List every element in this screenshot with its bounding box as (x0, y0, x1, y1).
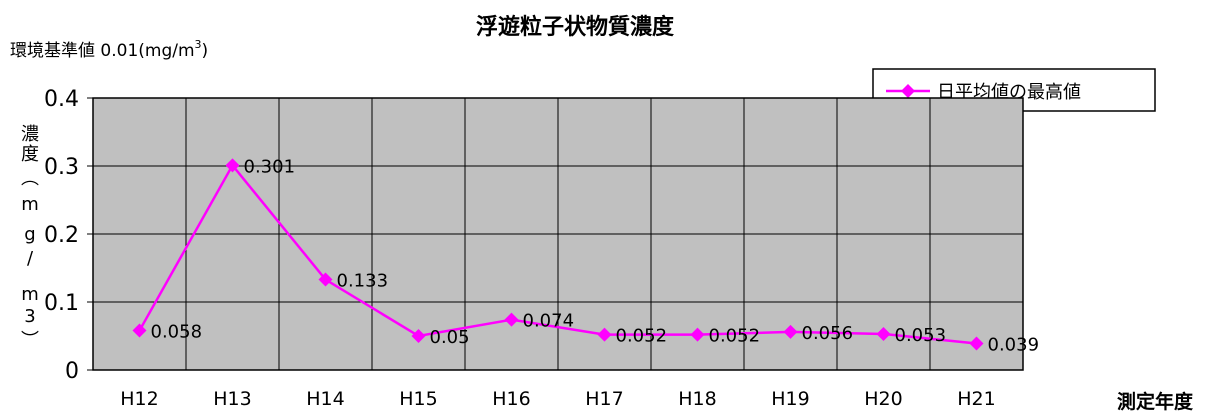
y-label-char: ︶ (21, 330, 39, 351)
y-tick-label: 0.1 (44, 291, 79, 316)
y-label-char: 3 (24, 306, 35, 327)
environmental-standard-label: 環境基準値 0.01(mg/m3) (10, 38, 208, 61)
y-tick-label: 0.2 (44, 223, 79, 248)
standard-superscript: 3 (195, 38, 202, 51)
y-tick-label: 0.3 (44, 155, 79, 180)
x-category-label: H13 (213, 388, 251, 410)
data-point-marker (597, 327, 612, 342)
data-point-marker (876, 326, 891, 341)
data-label: 0.056 (802, 323, 854, 344)
data-label: 0.074 (523, 311, 575, 332)
chart-title: 浮遊粒子状物質濃度 (476, 14, 675, 40)
x-category-label: H17 (585, 388, 623, 410)
x-category-label: H12 (120, 388, 158, 410)
data-label: 0.052 (709, 326, 761, 347)
data-label: 0.053 (895, 325, 947, 346)
y-axis-ticks: 0 0.1 0.2 0.3 0.4 (44, 87, 93, 384)
x-category-label: H19 (771, 388, 809, 410)
data-label: 0.039 (988, 334, 1040, 355)
data-point-marker (783, 324, 798, 339)
data-label: 0.133 (337, 271, 389, 292)
gridlines (93, 98, 1023, 370)
series-daily-max: 0.058 0.301 0.133 0.05 0.074 0.052 0.052 0.056 0… (132, 156, 1040, 355)
x-axis-label: 測定年度 (1117, 390, 1194, 413)
y-label-char: g (24, 224, 35, 245)
y-label-char: / (27, 248, 34, 269)
y-label-char: 濃 (21, 124, 39, 145)
x-category-label: H15 (399, 388, 437, 410)
y-tick-label: 0.4 (44, 87, 79, 112)
x-category-label: H20 (864, 388, 902, 410)
x-category-label: H14 (306, 388, 344, 410)
legend-marker (901, 84, 915, 98)
data-point-marker (504, 312, 519, 327)
data-point-marker (132, 323, 147, 338)
data-label: 0.052 (616, 326, 668, 347)
data-point-marker (969, 336, 984, 351)
data-label: 0.301 (244, 156, 296, 177)
data-point-marker (411, 329, 426, 343)
y-label-char: m (21, 284, 39, 305)
x-category-label: H21 (957, 388, 995, 410)
y-tick-label: 0 (65, 359, 79, 384)
x-category-label: H18 (678, 388, 716, 410)
data-point-marker (225, 158, 240, 173)
y-axis-label: 濃度︵mg/m3︶ (21, 124, 39, 351)
y-label-char: ︵ (21, 168, 39, 189)
y-label-char: m (21, 194, 39, 215)
y-label-char: 度 (21, 144, 39, 165)
x-category-label: H16 (492, 388, 530, 410)
data-point-marker (318, 272, 333, 287)
series-line (138, 163, 977, 345)
data-label: 0.05 (430, 327, 470, 348)
x-axis-categories: H12 H13 H14 H15 H16 H17 H18 H19 H20 H21 (120, 388, 995, 410)
data-point-marker (690, 327, 705, 342)
data-label: 0.058 (151, 322, 203, 343)
